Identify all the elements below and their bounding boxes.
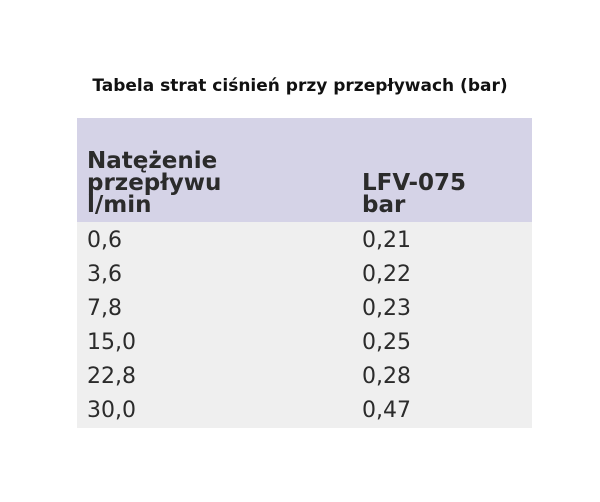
header-line: bar [362,192,406,218]
cell: 0,28 [362,364,411,389]
header-line: Natężenie [87,148,218,174]
cell: 0,47 [362,398,411,423]
table: Natężenie przepływu l/min LFV-075 bar 0,6 0,2… [77,118,532,428]
header-cell: LFV-075 bar [362,170,467,218]
header-cell: Natężenie przepływu l/min [87,148,222,218]
header-line: przepływu [87,170,222,196]
cell: 3,6 [87,262,122,287]
cell: 22,8 [87,364,136,389]
header-line: LFV-075 [362,170,467,196]
cell: 15,0 [87,330,136,355]
table-header: Natężenie przepływu l/min LFV-075 bar [77,118,532,222]
cell: 0,23 [362,296,411,321]
cell: 0,21 [362,228,411,253]
cell: 30,0 [87,398,136,423]
cell: 0,6 [87,228,122,253]
title: Tabela strat ciśnień przy przepływach (b… [92,76,508,96]
cell: 0,22 [362,262,411,287]
table-body: 0,6 0,21 3,6 0,22 7,8 0,23 15,0 0,25 22,8 0,28 30,… [77,222,532,428]
cell: 0,25 [362,330,411,355]
header-line: l/min [87,192,152,218]
cell: 7,8 [87,296,122,321]
